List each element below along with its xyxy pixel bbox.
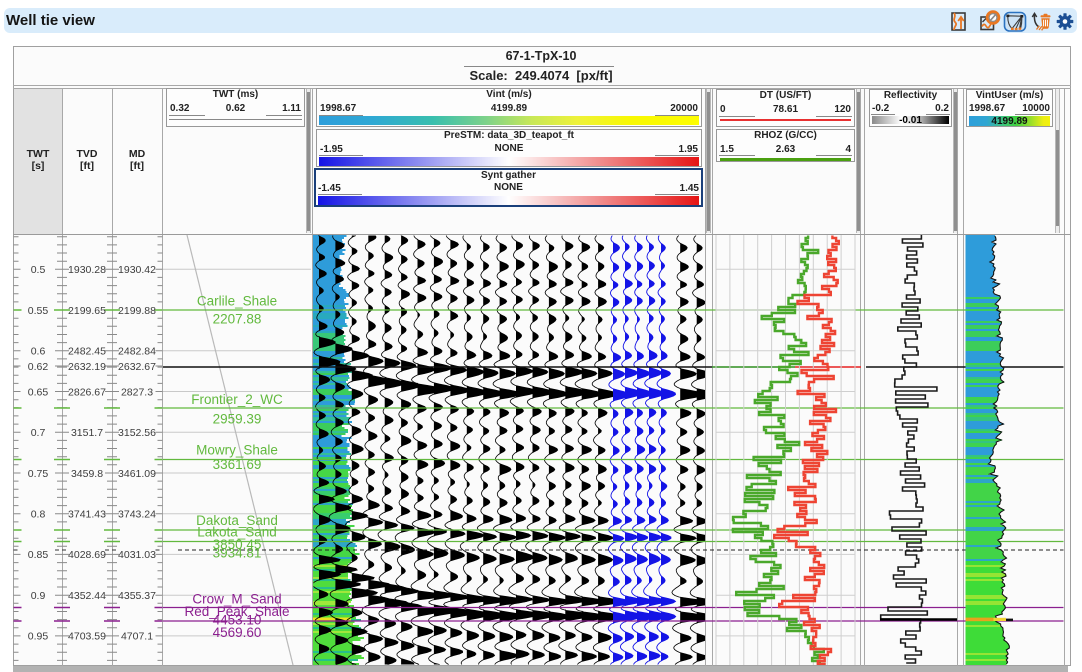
svg-text:2482.84: 2482.84 (118, 346, 156, 358)
svg-text:2199.88: 2199.88 (118, 305, 156, 317)
svg-text:0.9: 0.9 (31, 590, 46, 602)
svg-text:0.7: 0.7 (31, 427, 46, 439)
svg-text:0.8: 0.8 (31, 509, 46, 521)
svg-text:2826.67: 2826.67 (68, 386, 106, 398)
svg-text:4355.37: 4355.37 (118, 590, 156, 602)
svg-text:3461.09: 3461.09 (118, 468, 156, 480)
svg-text:Mowry_Shale: Mowry_Shale (196, 443, 278, 458)
svg-text:2482.45: 2482.45 (68, 346, 106, 358)
svg-text:Carlile_Shale: Carlile_Shale (197, 294, 277, 309)
svg-text:0.62: 0.62 (28, 361, 49, 373)
svg-text:4031.03: 4031.03 (118, 549, 156, 561)
svg-text:1930.42: 1930.42 (118, 264, 156, 276)
svg-text:0.55: 0.55 (28, 305, 49, 317)
svg-text:3850.45: 3850.45 (213, 537, 262, 552)
svg-text:3459.8: 3459.8 (71, 468, 103, 480)
svg-text:2632.19: 2632.19 (68, 361, 106, 373)
svg-text:0.6: 0.6 (31, 346, 46, 358)
svg-text:Dakota_Sand: Dakota_Sand (196, 513, 278, 528)
svg-text:2959.39: 2959.39 (213, 412, 262, 427)
svg-text:Lakota_Sand: Lakota_Sand (197, 525, 277, 540)
svg-text:3152.56: 3152.56 (118, 427, 156, 439)
svg-text:2827.3: 2827.3 (121, 386, 153, 398)
svg-text:0.95: 0.95 (28, 631, 49, 643)
svg-text:3151.7: 3151.7 (71, 427, 103, 439)
svg-text:Crow_M_Sand: Crow_M_Sand (192, 592, 281, 607)
svg-text:0.5: 0.5 (31, 264, 46, 276)
svg-text:2632.67: 2632.67 (118, 361, 156, 373)
svg-text:4703.59: 4703.59 (68, 631, 106, 643)
svg-text:2207.88: 2207.88 (213, 312, 262, 327)
svg-text:0.65: 0.65 (28, 386, 49, 398)
svg-text:0.85: 0.85 (28, 549, 49, 561)
svg-text:4453.10: 4453.10 (213, 613, 262, 628)
svg-text:Frontier_2_WC: Frontier_2_WC (191, 392, 283, 407)
svg-text:Red_Peak_Shale: Red_Peak_Shale (184, 604, 289, 619)
svg-text:0.75: 0.75 (28, 468, 49, 480)
svg-text:3361.69: 3361.69 (213, 457, 262, 472)
svg-text:3934.81: 3934.81 (213, 546, 262, 561)
svg-text:4028.69: 4028.69 (68, 549, 106, 561)
svg-text:2199.65: 2199.65 (68, 305, 106, 317)
svg-text:3743.24: 3743.24 (118, 509, 156, 521)
svg-text:1930.28: 1930.28 (68, 264, 106, 276)
svg-text:4569.60: 4569.60 (213, 625, 262, 640)
svg-text:3741.43: 3741.43 (68, 509, 106, 521)
svg-text:4707.1: 4707.1 (121, 631, 153, 643)
svg-text:4352.44: 4352.44 (68, 590, 106, 602)
